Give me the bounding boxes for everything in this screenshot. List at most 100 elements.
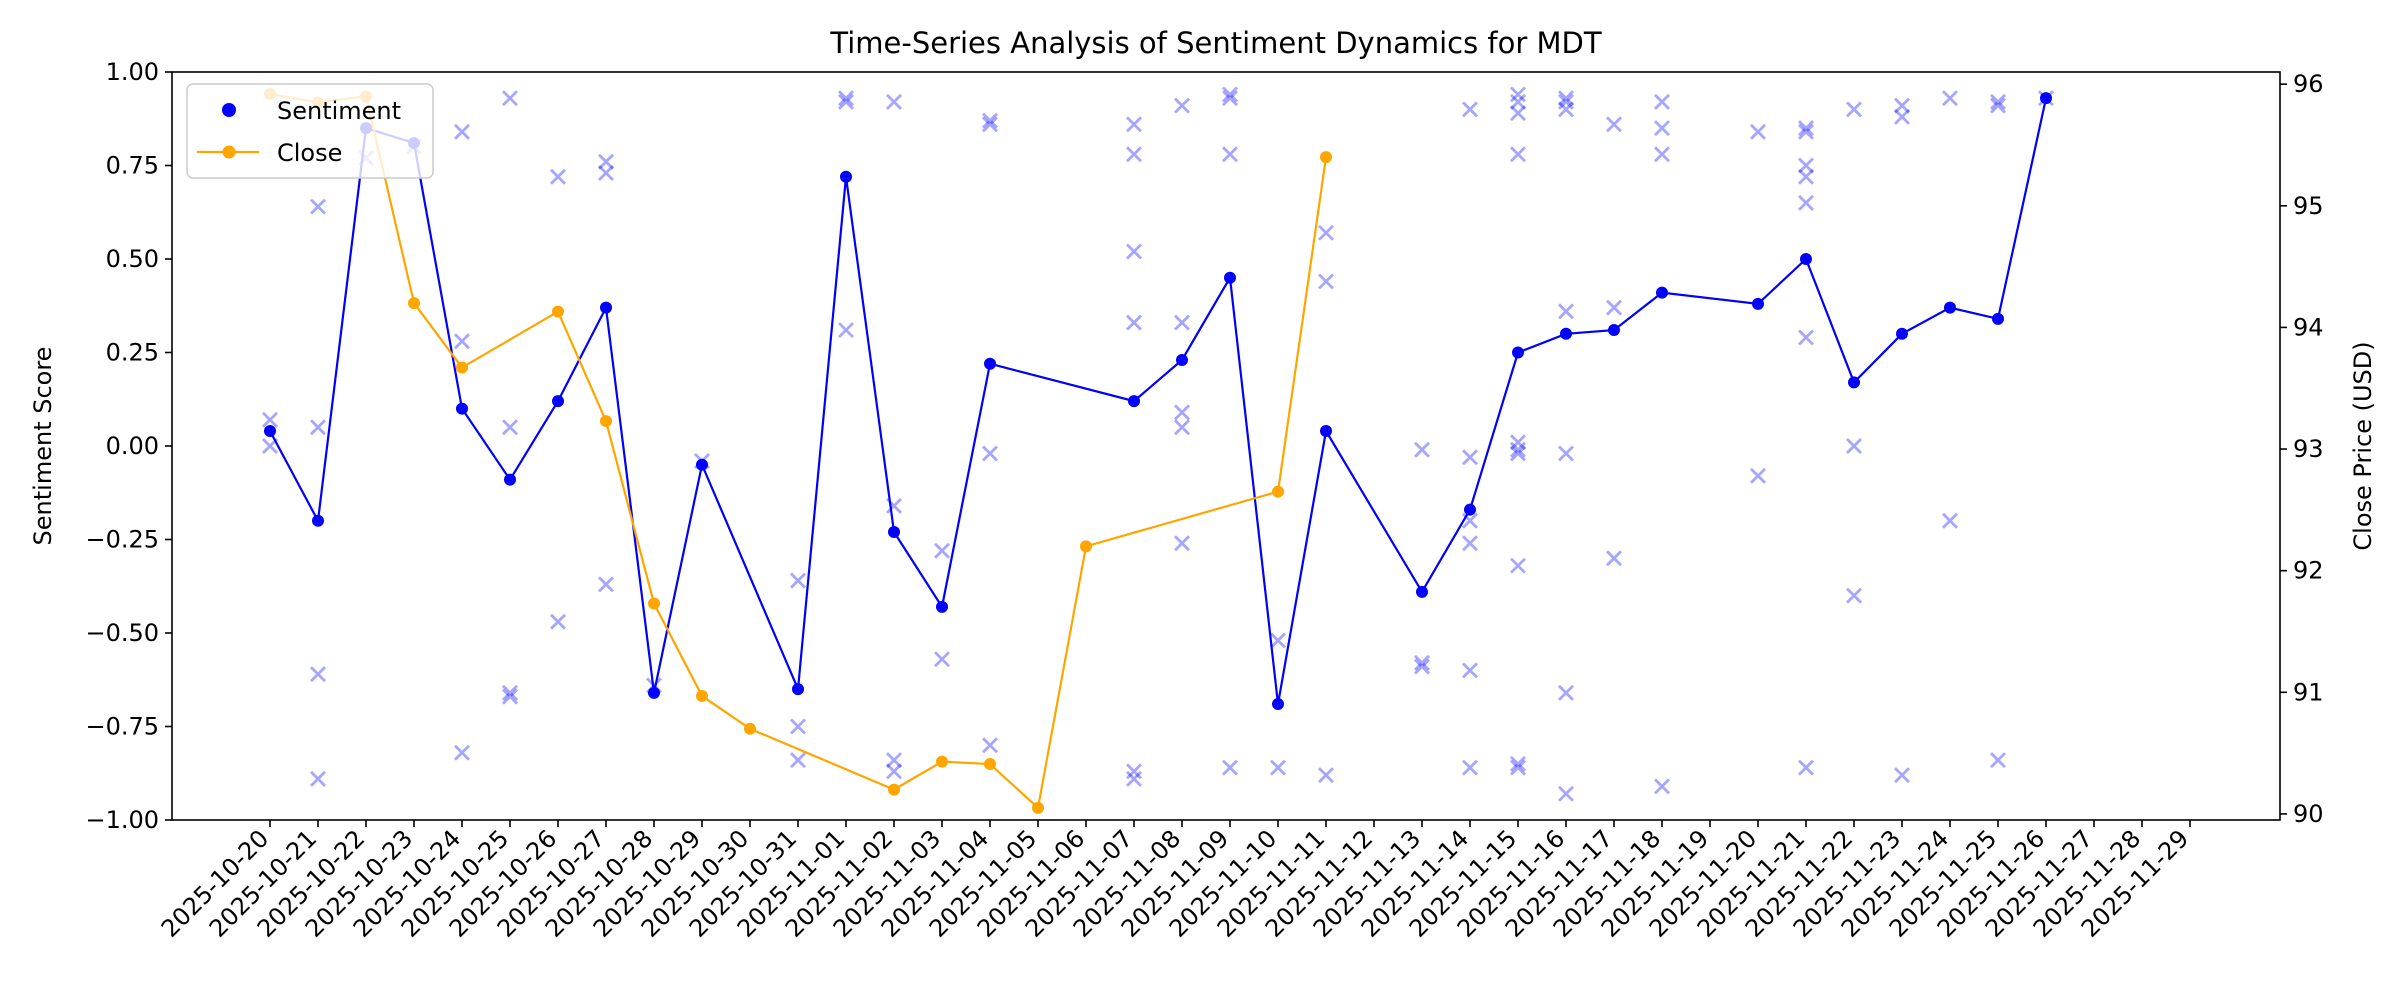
- scatter-x-marker: [1414, 441, 1430, 458]
- scatter-x-marker: [1798, 123, 1814, 140]
- scatter-x-marker: [262, 411, 278, 428]
- scatter-x-marker: [1222, 146, 1238, 163]
- scatter-x-marker: [454, 744, 470, 761]
- scatter-x-marker: [1990, 752, 2006, 769]
- legend-close-label: Close: [277, 139, 342, 167]
- close-point: [408, 297, 420, 310]
- scatter-x-marker: [1414, 654, 1430, 671]
- scatter-x-marker: [598, 153, 614, 170]
- y-tick-label: 1.00: [106, 58, 159, 86]
- scatter-x-marker: [1558, 101, 1574, 118]
- y-tick-label: 0.75: [106, 152, 159, 180]
- sentiment-point: [456, 402, 468, 415]
- scatter-x-marker: [886, 93, 902, 110]
- scatter-x-marker: [598, 576, 614, 593]
- scatter-x-marker: [1606, 299, 1622, 316]
- scatter-x-marker: [1798, 168, 1814, 185]
- scatter-x-marker: [1222, 86, 1238, 103]
- scatter-x-marker: [1558, 684, 1574, 701]
- sentiment-point: [1992, 312, 2004, 325]
- sentiment-point: [1224, 271, 1236, 284]
- scatter-x-marker: [1126, 146, 1142, 163]
- close-point: [552, 305, 564, 318]
- sentiment-point: [888, 526, 900, 539]
- sentiment-point: [984, 357, 996, 370]
- series-lines: [264, 87, 2052, 814]
- close-point: [984, 758, 996, 771]
- y-tick-label: −0.50: [85, 619, 159, 647]
- scatter-x-marker: [502, 688, 518, 705]
- scatter-x-marker: [982, 737, 998, 754]
- legend-box: [186, 83, 434, 179]
- scatter-x-marker: [1414, 658, 1430, 675]
- sentiment-point: [1896, 327, 1908, 340]
- scatter-x-marker: [1222, 759, 1238, 776]
- scatter-x-marker: [1318, 767, 1334, 784]
- scatter-x-marker: [310, 666, 326, 683]
- scatter-x-marker: [502, 90, 518, 107]
- y2-tick-label: 94: [2293, 313, 2324, 341]
- scatter-x-marker: [838, 93, 854, 110]
- scatter-x-marker: [550, 168, 566, 185]
- y2-tick-label: 93: [2293, 435, 2324, 463]
- y-tick-label: 0.50: [106, 245, 159, 273]
- sentiment-point: [648, 686, 660, 699]
- scatter-x-marker: [1990, 93, 2006, 110]
- sentiment-point: [1512, 346, 1524, 359]
- scatter-x-marker: [1558, 785, 1574, 802]
- scatter-x-marker: [1510, 759, 1526, 776]
- scatter-x-marker: [1270, 632, 1286, 649]
- close-point: [888, 783, 900, 796]
- scatter-x-marker: [982, 116, 998, 133]
- y-tick-label: −1.00: [85, 806, 159, 834]
- close-point: [1272, 485, 1284, 498]
- scatter-x-marker: [1174, 419, 1190, 436]
- close-point: [600, 415, 612, 428]
- scatter-x-marker: [1126, 770, 1142, 787]
- y-axis-label: Sentiment Score: [29, 347, 57, 546]
- y2-tick-label: 95: [2293, 192, 2324, 220]
- close-point: [456, 361, 468, 374]
- legend-sentiment-marker: [222, 103, 236, 117]
- scatter-x-marker: [790, 752, 806, 769]
- close-point: [744, 722, 756, 735]
- sentiment-point: [1272, 698, 1284, 711]
- scatter-x-marker: [310, 770, 326, 787]
- close-point: [1080, 540, 1092, 553]
- scatter-x-marker: [1510, 105, 1526, 122]
- scatter-x-marker: [1318, 273, 1334, 290]
- sentiment-point: [1752, 297, 1764, 310]
- y-tick-label: −0.75: [85, 713, 159, 741]
- scatter-x-marker: [1942, 512, 1958, 529]
- close-point: [1320, 151, 1332, 164]
- scatter-x-marker: [1462, 535, 1478, 552]
- scatter-x-marker: [454, 123, 470, 140]
- axes: −1.00 −0.75 −0.50 −0.25 0.00 0.25 0.50 0.75 1.00…: [85, 58, 2323, 943]
- scatter-x-marker: [1462, 662, 1478, 679]
- sentiment-point: [600, 301, 612, 314]
- scatter-x-marker: [1654, 93, 1670, 110]
- scatter-x-marker: [790, 572, 806, 589]
- scatter-x-marker: [1654, 778, 1670, 795]
- scatter-x-marker: [1942, 90, 1958, 107]
- sentiment-point: [696, 458, 708, 471]
- scatter-x-marker: [1510, 146, 1526, 163]
- sentiment-point: [1800, 253, 1812, 265]
- scatter-x-marker: [886, 752, 902, 769]
- scatter-x-marker: [886, 763, 902, 780]
- scatter-x-marker: [1174, 404, 1190, 421]
- scatter-x-marker: [982, 112, 998, 129]
- sentiment-point: [1560, 327, 1572, 340]
- legend-sentiment-label: Sentiment: [277, 97, 401, 125]
- scatter-x-marker: [1606, 550, 1622, 567]
- y2-tick-label: 92: [2293, 557, 2324, 585]
- scatter-x-marker: [838, 322, 854, 339]
- scatter-x-marker: [934, 651, 950, 668]
- close-point: [696, 689, 708, 702]
- scatter-x-marker: [1510, 445, 1526, 462]
- scatter-x-marker: [310, 198, 326, 215]
- scatter-x-marker: [502, 684, 518, 701]
- scatter-x-marker: [1318, 224, 1334, 241]
- y2-tick-label: 96: [2293, 70, 2324, 98]
- scatter-x-marker: [1654, 120, 1670, 137]
